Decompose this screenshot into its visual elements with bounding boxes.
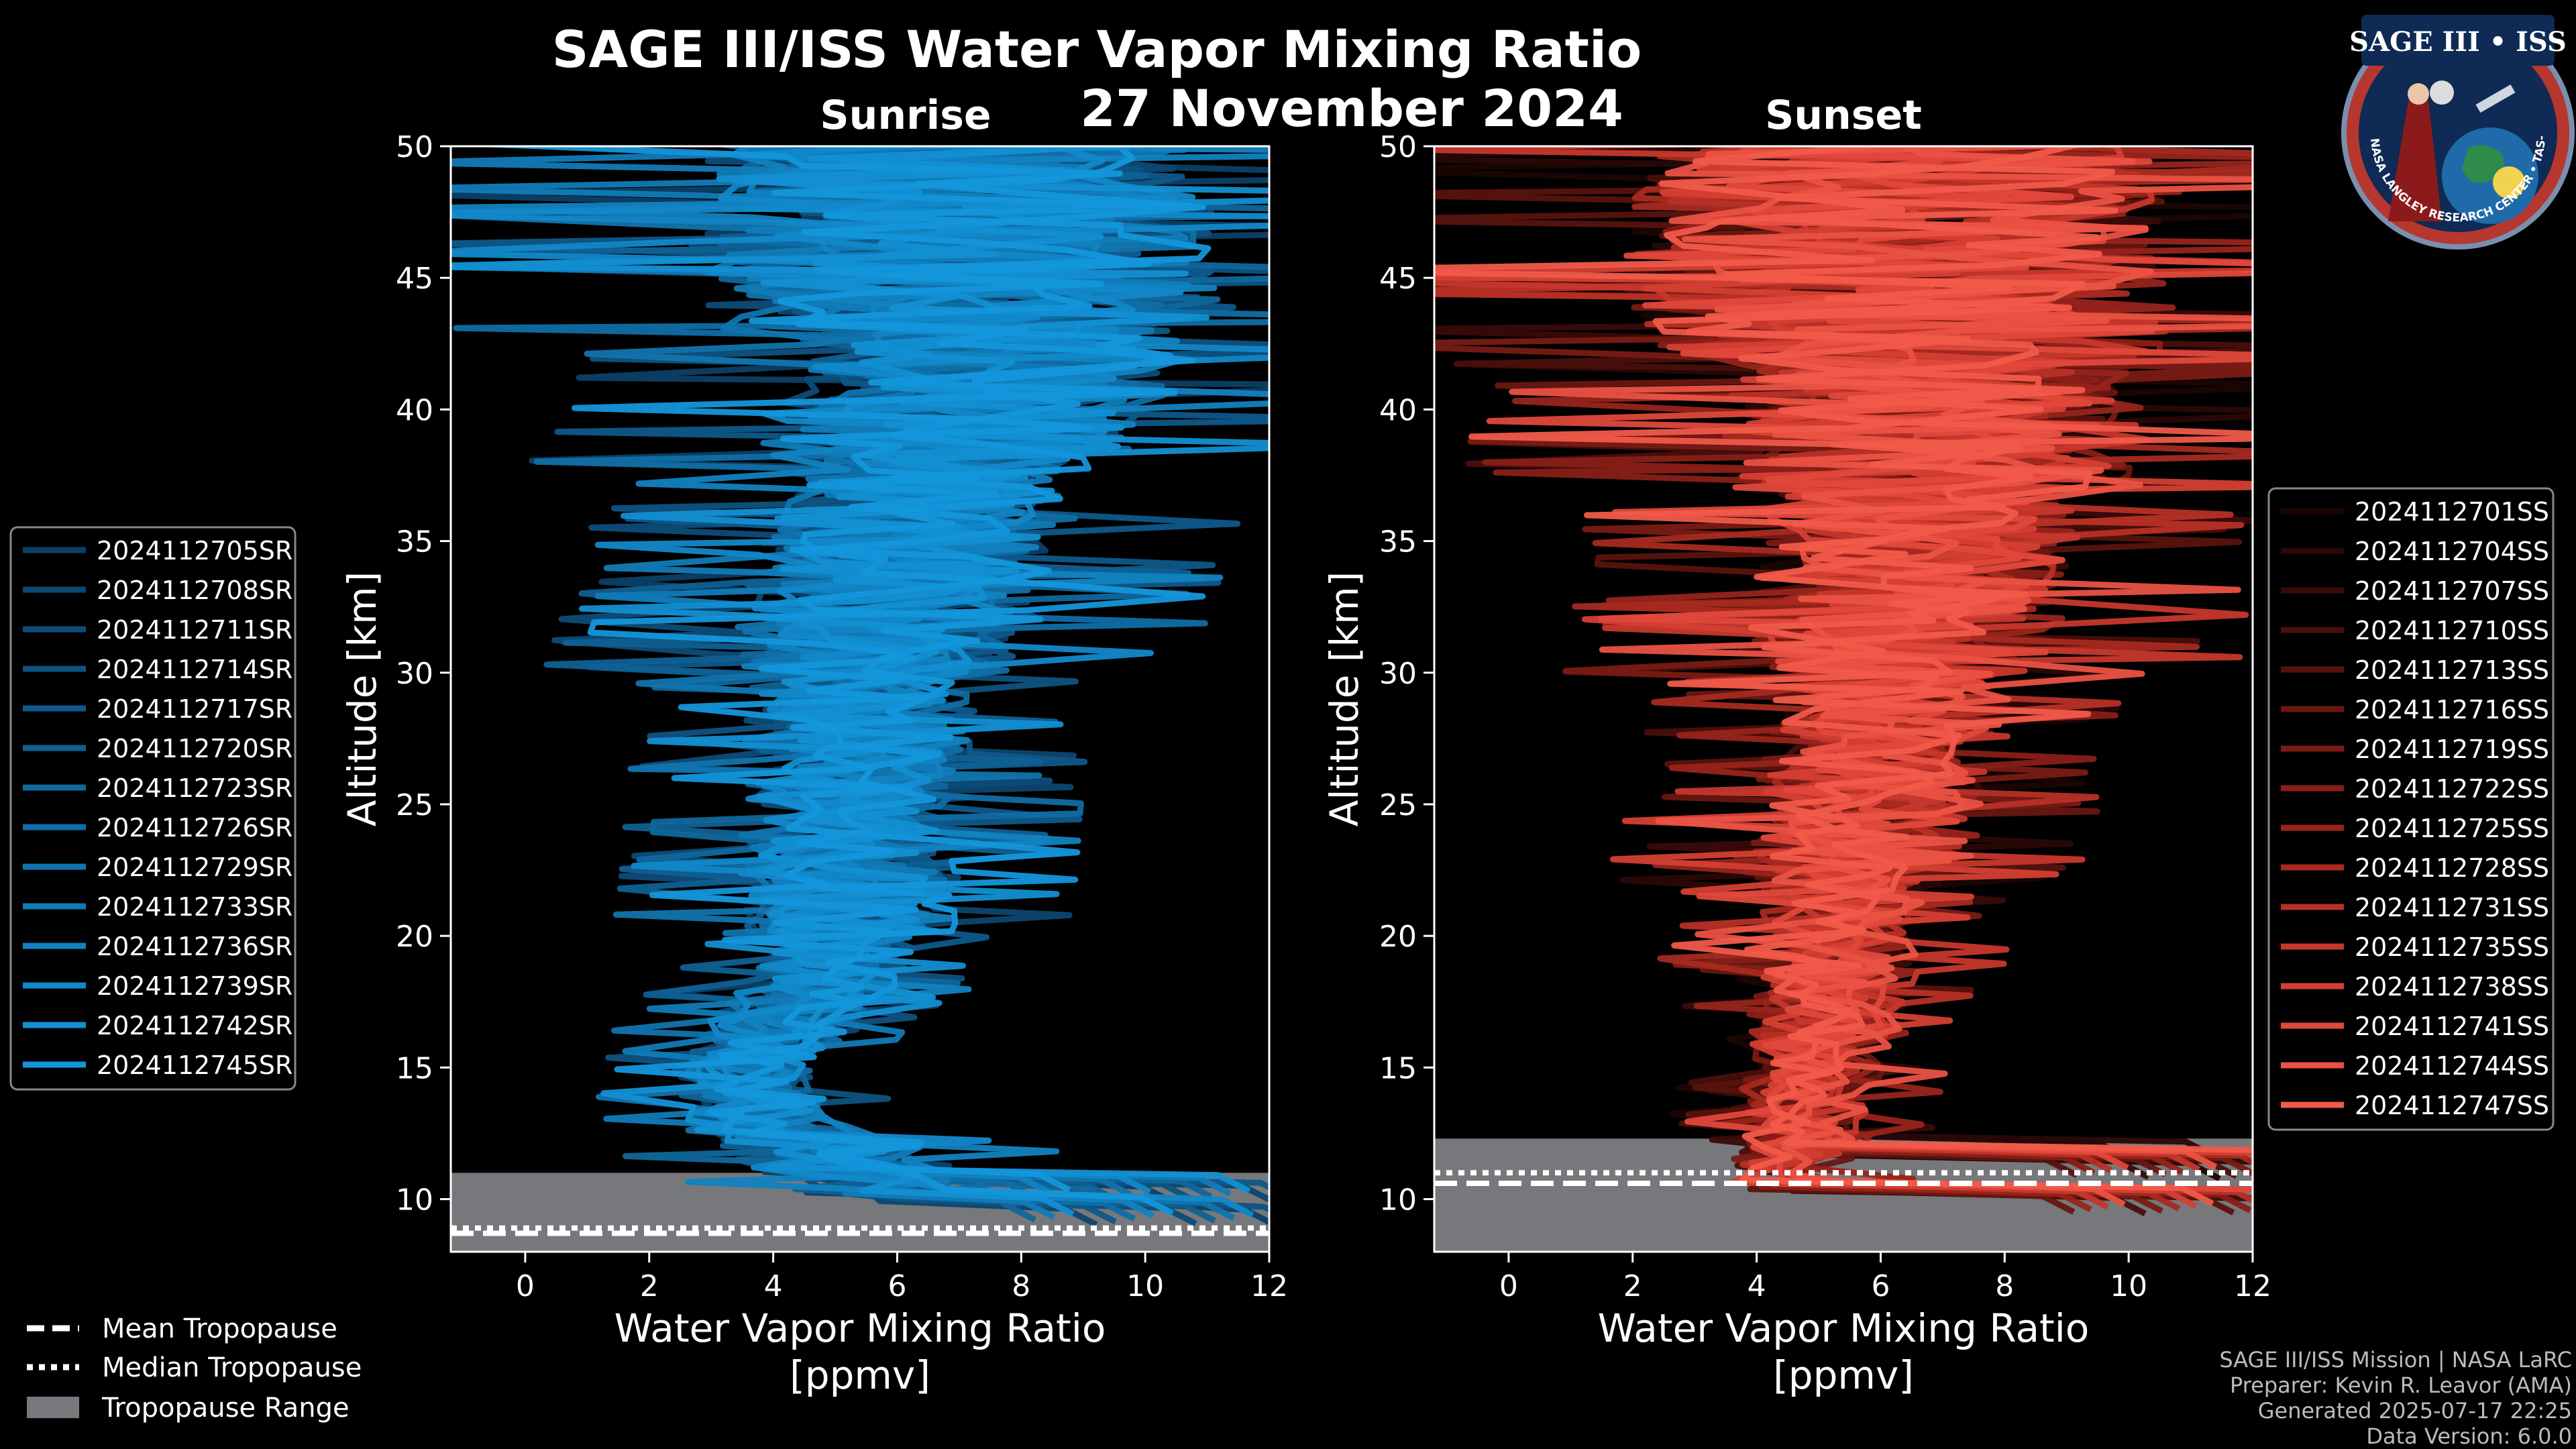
axes-frame-sunrise: [449, 145, 1271, 1253]
y-tick-label: 15: [396, 1051, 433, 1085]
axes-frame-sunset: [1433, 145, 2254, 1253]
mean-tropopause-label: Mean Tropopause: [102, 1313, 337, 1344]
credits: SAGE III/ISS Mission | NASA LaRC Prepare…: [2219, 1347, 2572, 1449]
legend-label-2024112720SR: 2024112720SR: [97, 734, 292, 763]
y-tick-label: 15: [1379, 1051, 1417, 1085]
legend-label-2024112716SS: 2024112716SS: [2355, 695, 2549, 724]
legend-label-2024112705SR: 2024112705SR: [97, 536, 292, 566]
legend-label-2024112711SR: 2024112711SR: [97, 615, 292, 645]
panel-sunset: 0 2 4 6 8 10 12 10 15 20 25 30 35 40 45 50 Altitude [km…: [1322, 130, 2271, 1398]
y-tick-label: 25: [1379, 788, 1417, 822]
y-tick-label: 30: [1379, 657, 1417, 691]
panel-label-sunrise: Sunrise: [820, 92, 991, 139]
legend-label-2024112726SR: 2024112726SR: [97, 813, 292, 843]
legend-label-2024112719SS: 2024112719SS: [2355, 735, 2549, 764]
legend-label-2024112713SS: 2024112713SS: [2355, 655, 2549, 685]
panel-label-sunset: Sunset: [1765, 92, 1922, 139]
legend-label-2024112714SR: 2024112714SR: [97, 655, 292, 684]
legend-label-2024112729SR: 2024112729SR: [97, 853, 292, 882]
credits-line1: SAGE III/ISS Mission | NASA LaRC: [2219, 1347, 2572, 1373]
legend-label-2024112745SR: 2024112745SR: [97, 1051, 292, 1080]
legend-label-2024112736SR: 2024112736SR: [97, 932, 292, 961]
y-tick-label: 35: [1379, 525, 1417, 559]
y-tick-label: 40: [396, 393, 433, 427]
chart-subtitle: 27 November 2024: [1080, 78, 1623, 138]
xlabel-sunset-line2: [ppmv]: [1773, 1352, 1914, 1398]
legend-label-2024112717SR: 2024112717SR: [97, 694, 292, 724]
legend-label-2024112744SS: 2024112744SS: [2355, 1051, 2549, 1081]
y-tick-label: 25: [396, 788, 433, 822]
legend-label-2024112735SS: 2024112735SS: [2355, 932, 2549, 962]
legend-label-2024112704SS: 2024112704SS: [2355, 537, 2549, 566]
median-tropopause-label: Median Tropopause: [102, 1352, 362, 1383]
logo-title: SAGE III • ISS: [2349, 26, 2567, 58]
chart-title: SAGE III/ISS Water Vapor Mixing Ratio: [552, 19, 1642, 79]
profile-line-2024112739SR: [451, 146, 1184, 1195]
xlabel-sunset-line1: Water Vapor Mixing Ratio: [1598, 1305, 2090, 1351]
x-tick-label: 0: [1499, 1269, 1518, 1303]
legend-label-2024112707SS: 2024112707SS: [2355, 576, 2549, 606]
xlabel-sunrise-line2: [ppmv]: [790, 1352, 930, 1398]
x-tick-label: 12: [1250, 1269, 1288, 1303]
y-tick-label: 45: [396, 262, 433, 296]
credits-line4: Data Version: 6.0.0: [2366, 1424, 2572, 1449]
legend-sunrise: 2024112705SR 2024112708SR 2024112711SR 2024…: [9, 526, 297, 1091]
legend-label-2024112747SS: 2024112747SS: [2355, 1091, 2549, 1120]
ylabel-sunset: Altitude [km]: [1322, 572, 1367, 826]
legend-label-2024112708SR: 2024112708SR: [97, 576, 292, 605]
ylabel-sunrise: Altitude [km]: [339, 572, 385, 826]
x-tick-label: 10: [1126, 1269, 1164, 1303]
tropopause-range-swatch: [27, 1397, 79, 1418]
y-tick-label: 20: [1379, 920, 1417, 954]
legend-label-2024112731SS: 2024112731SS: [2355, 893, 2549, 922]
legend-label-2024112742SR: 2024112742SR: [97, 1011, 292, 1040]
x-tick-label: 12: [2234, 1269, 2271, 1303]
x-tick-label: 8: [1995, 1269, 2014, 1303]
y-tick-label: 20: [396, 920, 433, 954]
profile-line-2024112745SR: [572, 146, 1212, 1193]
x-tick-label: 0: [516, 1269, 535, 1303]
legend-label-2024112728SS: 2024112728SS: [2355, 853, 2549, 883]
legend-sunset: 2024112701SS 2024112704SS 2024112707SS 2024…: [2267, 487, 2555, 1131]
credits-line2: Preparer: Kevin R. Leavor (AMA): [2230, 1373, 2572, 1398]
x-tick-label: 4: [764, 1269, 783, 1303]
x-tick-label: 10: [2110, 1269, 2147, 1303]
figure-icon: [2388, 101, 2442, 221]
legend-label-2024112710SS: 2024112710SS: [2355, 616, 2549, 645]
legend-label-2024112723SR: 2024112723SR: [97, 773, 292, 803]
legend-label-2024112701SS: 2024112701SS: [2355, 497, 2549, 527]
credits-line3: Generated 2025-07-17 22:25: [2258, 1398, 2572, 1424]
panel-sunrise: 0 2 4 6 8 10 12 10 15 20 25 30 35 40 45 50 Altitude [km…: [339, 130, 1288, 1398]
y-tick-label: 35: [396, 525, 433, 559]
iss-icon: [2475, 84, 2516, 113]
x-tick-label: 8: [1012, 1269, 1030, 1303]
y-tick-label: 50: [1379, 130, 1417, 164]
tropopause-range-label: Tropopause Range: [101, 1393, 350, 1424]
x-tick-label: 2: [640, 1269, 659, 1303]
y-tick-label: 40: [1379, 393, 1417, 427]
legend-label-2024112722SS: 2024112722SS: [2355, 774, 2549, 804]
y-tick-label: 30: [396, 657, 433, 691]
legend-label-2024112733SR: 2024112733SR: [97, 892, 292, 922]
tropopause-legend: Mean Tropopause Median Tropopause Tropop…: [27, 1313, 362, 1424]
legend-label-2024112738SS: 2024112738SS: [2355, 972, 2549, 1002]
profile-line-2024112747SS: [1434, 146, 2214, 1207]
legend-label-2024112739SR: 2024112739SR: [97, 971, 292, 1001]
y-tick-label: 45: [1379, 262, 1417, 296]
xlabel-sunrise-line1: Water Vapor Mixing Ratio: [614, 1305, 1106, 1351]
y-tick-label: 10: [1379, 1183, 1417, 1218]
x-tick-label: 6: [1871, 1269, 1890, 1303]
y-tick-label: 50: [396, 130, 433, 164]
legend-label-2024112741SS: 2024112741SS: [2355, 1012, 2549, 1041]
y-tick-label: 10: [396, 1183, 433, 1218]
x-tick-label: 4: [1748, 1269, 1766, 1303]
x-tick-label: 2: [1623, 1269, 1642, 1303]
x-tick-label: 6: [888, 1269, 906, 1303]
legend-label-2024112725SS: 2024112725SS: [2355, 814, 2549, 843]
profile-line-2024112747SS: [1652, 146, 2253, 1153]
